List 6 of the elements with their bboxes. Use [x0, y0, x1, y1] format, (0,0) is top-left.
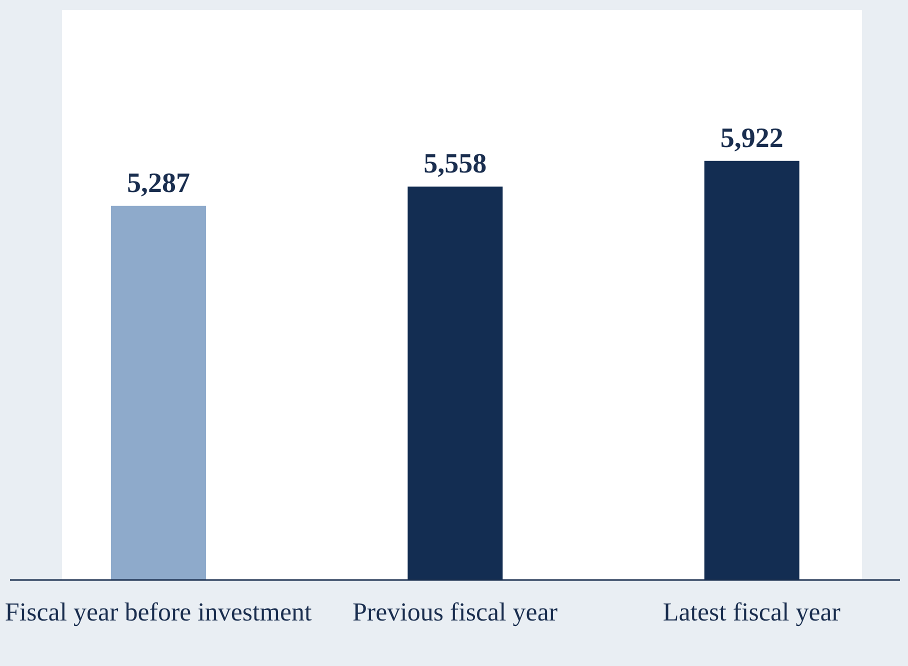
x-tick-label: Previous fiscal year	[352, 597, 558, 626]
x-tick-label: Fiscal year before investment	[4, 597, 313, 626]
data-label: 5,558	[424, 148, 487, 180]
x-tick-label: Latest fiscal year	[662, 597, 841, 626]
data-label: 5,287	[127, 168, 190, 199]
data-label: 5,922	[720, 122, 784, 154]
